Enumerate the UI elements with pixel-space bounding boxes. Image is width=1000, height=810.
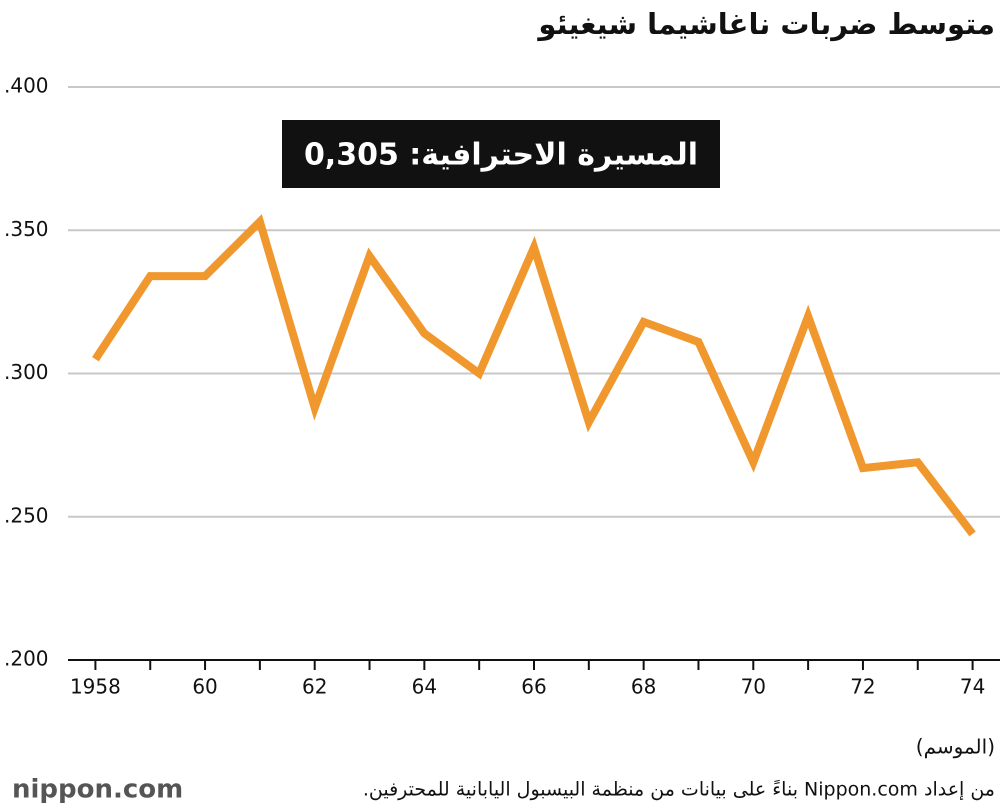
x-axis-label: (الموسم)	[916, 735, 995, 759]
logo: nippon.com	[12, 775, 183, 805]
x-tick-label: 72	[850, 675, 875, 699]
x-tick-label: 1958	[70, 675, 121, 699]
data-line	[92, 214, 976, 537]
x-tick-label: 64	[412, 675, 437, 699]
y-tick-label: .400	[4, 74, 49, 98]
x-tick-label: 68	[631, 675, 656, 699]
x-tick-label: 70	[741, 675, 766, 699]
x-tick-label: 62	[302, 675, 327, 699]
annotation-box	[282, 120, 720, 188]
y-tick-label: .250	[4, 503, 49, 527]
y-tick-label: .300	[4, 360, 49, 384]
x-tick-label: 60	[192, 675, 217, 699]
chart-title: متوسط ضربات ناغاشيما شيغيئو	[536, 7, 995, 41]
x-tick-label: 66	[521, 675, 546, 699]
y-tick-label: .200	[4, 647, 49, 671]
x-tick-label: 74	[960, 675, 985, 699]
y-tick-label: .350	[4, 217, 49, 241]
source-note: من إعداد Nippon.com بناءً على بيانات من …	[363, 779, 995, 802]
annotation: المسيرة الاحترافية: 0,305	[304, 138, 698, 173]
